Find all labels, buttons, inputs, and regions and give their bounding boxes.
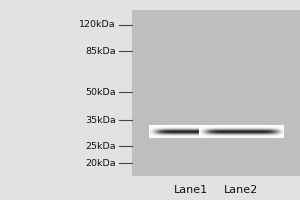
Bar — [132, 10, 300, 176]
Text: 85kDa: 85kDa — [85, 47, 116, 56]
Text: 50kDa: 50kDa — [85, 88, 116, 97]
Text: 20kDa: 20kDa — [85, 159, 116, 168]
Text: Lane1: Lane1 — [174, 185, 208, 195]
Text: Lane2: Lane2 — [224, 185, 258, 195]
Text: 25kDa: 25kDa — [85, 142, 116, 151]
Text: 120kDa: 120kDa — [79, 20, 116, 29]
Text: 35kDa: 35kDa — [85, 116, 116, 125]
